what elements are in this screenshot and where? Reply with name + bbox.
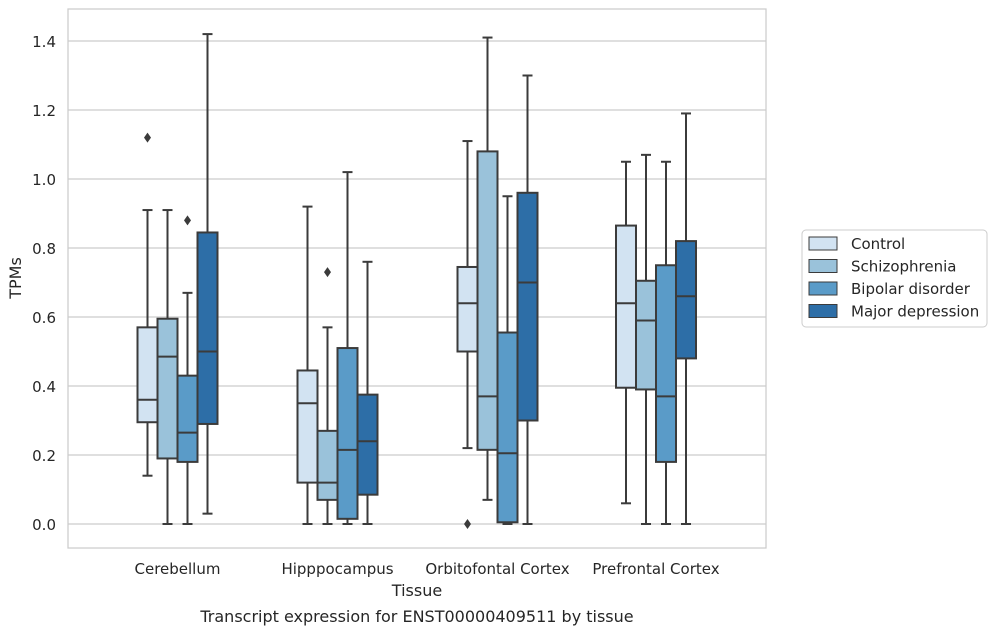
x-tick-label: Hipppocampus <box>281 560 393 578</box>
legend-swatch <box>808 236 838 251</box>
box-group <box>615 160 637 505</box>
legend-swatch <box>808 304 838 318</box>
x-tick-label: Orbitofontal Cortex <box>425 560 569 578</box>
box-group <box>496 195 519 525</box>
box <box>136 326 159 424</box>
box-group <box>196 33 219 515</box>
legend-label: Major depression <box>851 303 979 321</box>
box <box>675 240 697 360</box>
box <box>496 331 519 524</box>
box <box>476 150 499 451</box>
box-group <box>176 215 199 525</box>
legend-frame <box>801 229 988 328</box>
legend-label: Control <box>851 235 905 253</box>
outlier-point <box>324 267 331 278</box>
box-group <box>336 171 359 525</box>
box-group <box>655 160 677 525</box>
box-group <box>156 209 179 525</box>
box-marks <box>136 33 697 529</box>
plot-frame <box>67 8 767 549</box>
x-tick-label: Cerebellum <box>135 560 221 578</box>
chart-caption: Transcript expression for ENST0000040951… <box>199 607 633 626</box>
y-tick-label: 1.4 <box>32 33 56 51</box>
y-tick-label: 0.4 <box>32 378 56 396</box>
box-group <box>316 267 339 525</box>
x-tick-label: Prefrontal Cortex <box>592 560 719 578</box>
outlier-point <box>144 132 151 143</box>
box <box>296 369 319 484</box>
legend-label: Schizophrenia <box>851 258 956 276</box>
y-tick-label: 0.8 <box>32 240 56 258</box>
box <box>635 279 657 391</box>
y-axis-ticks: 0.0 0.2 0.4 0.6 0.8 1.0 1.2 1.4 <box>32 33 56 534</box>
box-group <box>456 140 479 529</box>
y-axis-label: TPMs <box>6 257 25 300</box>
box <box>316 429 339 501</box>
box <box>196 231 219 425</box>
box <box>356 393 379 496</box>
legend: Control Schizophrenia Bipolar disorder Majo… <box>801 229 988 328</box>
outlier-point <box>464 519 471 529</box>
box-group <box>516 74 539 525</box>
legend-swatch <box>808 281 838 296</box>
box <box>516 191 539 422</box>
box <box>456 265 479 353</box>
box <box>156 317 179 460</box>
box-group <box>356 260 379 525</box>
box-group <box>476 36 499 501</box>
box-group <box>296 205 319 525</box>
outlier-point <box>184 215 191 226</box>
legend-swatch <box>808 259 838 273</box>
box <box>615 224 637 389</box>
y-tick-label: 1.2 <box>32 102 56 120</box>
legend-label: Bipolar disorder <box>851 280 971 298</box>
x-axis-ticks: Cerebellum Hipppocampus Orbitofontal Corte… <box>135 560 720 578</box>
box <box>655 264 677 463</box>
box-group <box>675 112 697 525</box>
box <box>176 374 199 463</box>
x-axis-label: Tissue <box>391 581 442 600</box>
y-tick-label: 1.0 <box>32 171 56 189</box>
y-tick-label: 0.2 <box>32 447 56 465</box>
y-tick-label: 0.6 <box>32 309 56 327</box>
y-tick-label: 0.0 <box>32 516 56 534</box>
box-group <box>635 153 657 525</box>
box <box>336 347 359 520</box>
